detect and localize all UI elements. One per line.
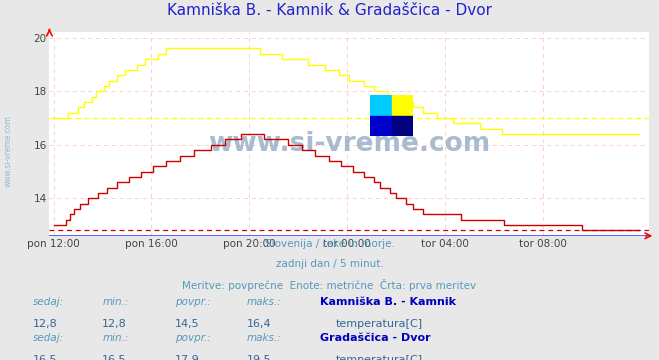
Bar — [392, 116, 413, 136]
Text: maks.:: maks.: — [247, 297, 282, 307]
Text: 16,5: 16,5 — [102, 355, 127, 360]
Text: 14,5: 14,5 — [175, 319, 199, 329]
Text: zadnji dan / 5 minut.: zadnji dan / 5 minut. — [275, 259, 384, 269]
Text: Gradaščica - Dvor: Gradaščica - Dvor — [320, 333, 430, 343]
Text: 12,8: 12,8 — [33, 319, 58, 329]
Bar — [370, 116, 392, 136]
Text: 16,5: 16,5 — [33, 355, 57, 360]
Text: 19,5: 19,5 — [247, 355, 272, 360]
Text: temperatura[C]: temperatura[C] — [336, 319, 423, 329]
Text: www.si-vreme.com: www.si-vreme.com — [208, 131, 490, 157]
Text: sedaj:: sedaj: — [33, 333, 64, 343]
Text: Meritve: povprečne  Enote: metrične  Črta: prva meritev: Meritve: povprečne Enote: metrične Črta:… — [183, 279, 476, 291]
Text: 12,8: 12,8 — [102, 319, 127, 329]
Text: 16,4: 16,4 — [247, 319, 272, 329]
Text: www.si-vreme.com: www.si-vreme.com — [3, 115, 13, 187]
Text: 17,9: 17,9 — [175, 355, 200, 360]
Text: maks.:: maks.: — [247, 333, 282, 343]
Bar — [392, 95, 413, 116]
Text: sedaj:: sedaj: — [33, 297, 64, 307]
Text: Kamniška B. - Kamnik: Kamniška B. - Kamnik — [320, 297, 455, 307]
Text: temperatura[C]: temperatura[C] — [336, 355, 423, 360]
Bar — [370, 95, 392, 116]
Text: min.:: min.: — [102, 297, 129, 307]
Text: povpr.:: povpr.: — [175, 333, 210, 343]
Text: povpr.:: povpr.: — [175, 297, 210, 307]
Text: min.:: min.: — [102, 333, 129, 343]
Text: Slovenija / reke in morje.: Slovenija / reke in morje. — [264, 239, 395, 249]
Text: Kamniška B. - Kamnik & Gradaščica - Dvor: Kamniška B. - Kamnik & Gradaščica - Dvor — [167, 3, 492, 18]
